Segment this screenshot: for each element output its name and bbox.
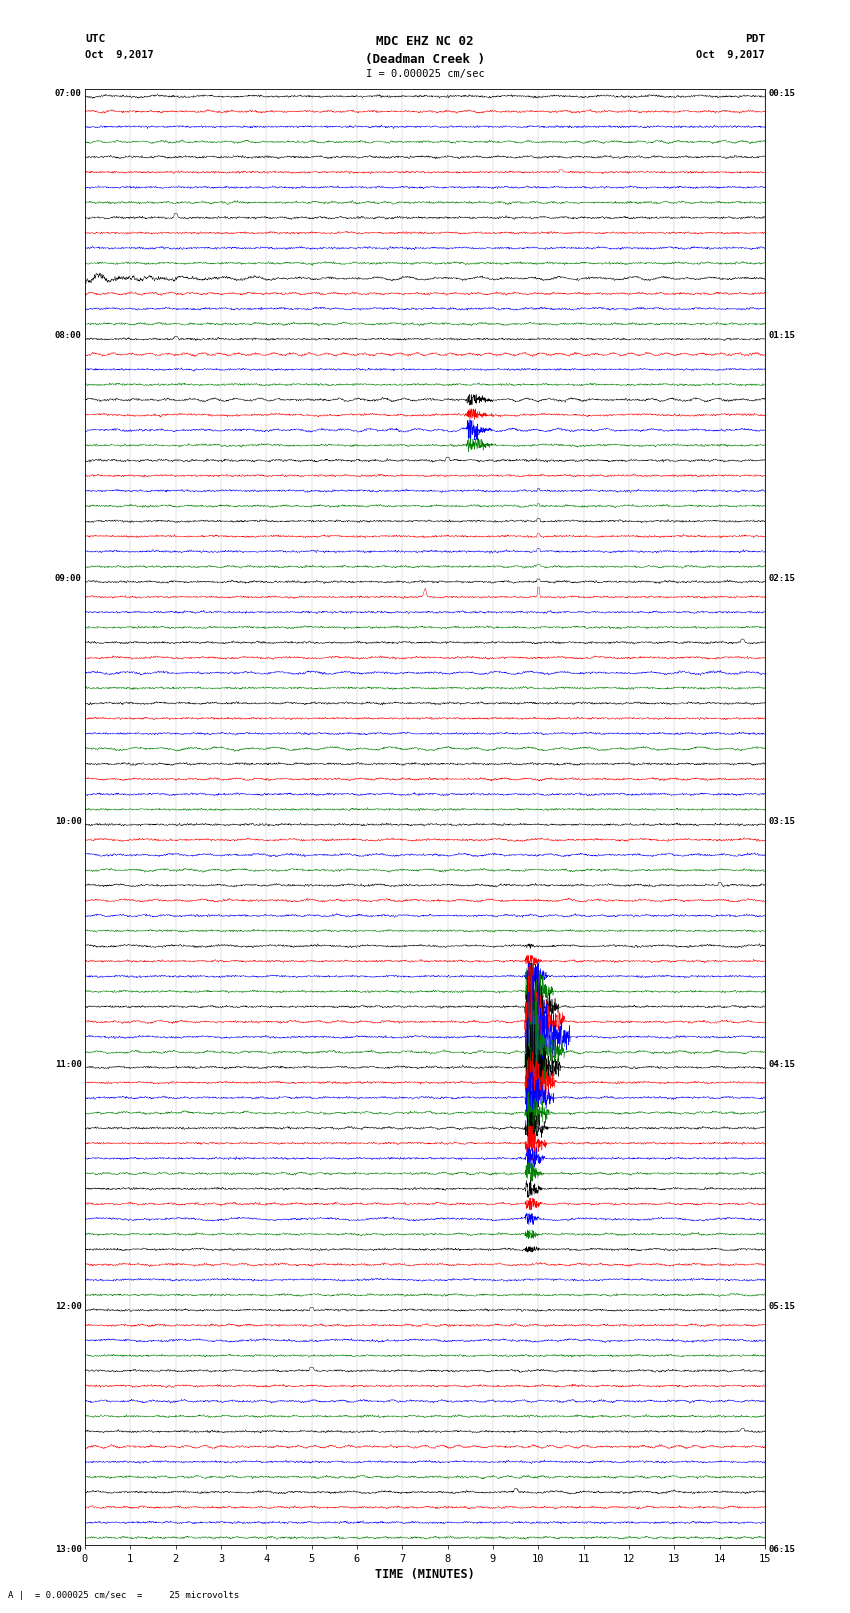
Text: 11:00: 11:00: [54, 1060, 82, 1069]
X-axis label: TIME (MINUTES): TIME (MINUTES): [375, 1568, 475, 1581]
Text: PDT: PDT: [745, 34, 765, 44]
Text: 13:00: 13:00: [54, 1545, 82, 1555]
Text: 02:15: 02:15: [768, 574, 796, 584]
Text: 07:00: 07:00: [54, 89, 82, 98]
Text: (Deadman Creek ): (Deadman Creek ): [365, 53, 485, 66]
Text: I = 0.000025 cm/sec: I = 0.000025 cm/sec: [366, 69, 484, 79]
Text: 09:00: 09:00: [54, 574, 82, 584]
Text: A |  = 0.000025 cm/sec  =     25 microvolts: A | = 0.000025 cm/sec = 25 microvolts: [8, 1590, 240, 1600]
Text: 06:15: 06:15: [768, 1545, 796, 1555]
Text: 00:15: 00:15: [768, 89, 796, 98]
Text: 03:15: 03:15: [768, 818, 796, 826]
Text: MDC EHZ NC 02: MDC EHZ NC 02: [377, 35, 473, 48]
Text: Oct  9,2017: Oct 9,2017: [85, 50, 154, 60]
Text: Oct  9,2017: Oct 9,2017: [696, 50, 765, 60]
Text: 04:15: 04:15: [768, 1060, 796, 1069]
Text: 08:00: 08:00: [54, 332, 82, 340]
Text: 01:15: 01:15: [768, 332, 796, 340]
Text: 05:15: 05:15: [768, 1303, 796, 1311]
Text: 12:00: 12:00: [54, 1303, 82, 1311]
Text: UTC: UTC: [85, 34, 105, 44]
Text: 10:00: 10:00: [54, 818, 82, 826]
